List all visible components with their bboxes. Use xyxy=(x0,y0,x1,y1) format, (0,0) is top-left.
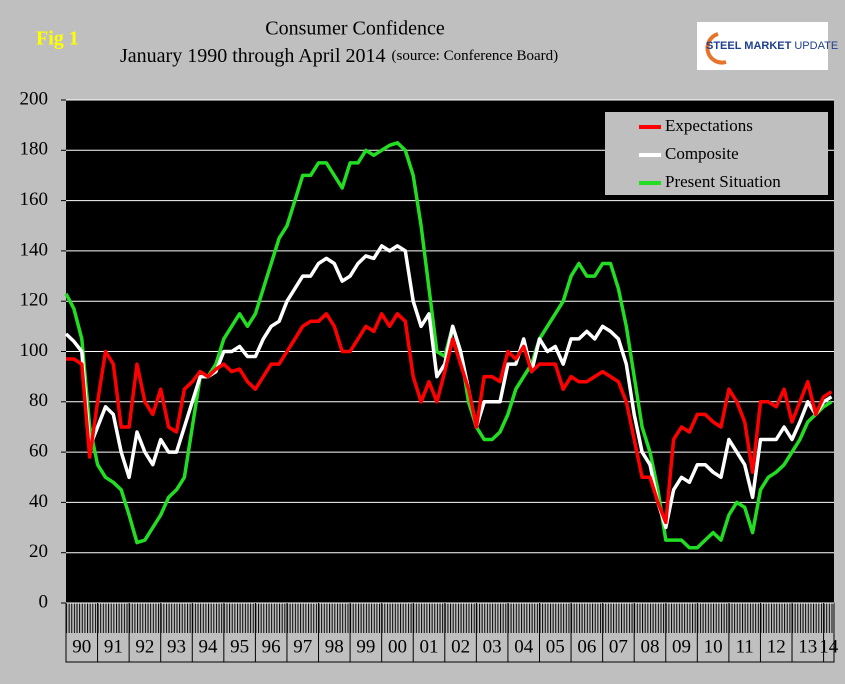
x-tick-label: 08 xyxy=(640,636,659,657)
x-tick-label: 98 xyxy=(325,636,344,657)
y-tick-label: 20 xyxy=(29,541,48,562)
y-tick-label: 40 xyxy=(29,491,48,512)
y-tick-label: 0 xyxy=(39,591,49,612)
logo-text: STEEL MARKET UPDATE xyxy=(706,40,838,52)
logo-light: UPDATE xyxy=(794,40,838,52)
chart-title: Consumer Confidence xyxy=(265,18,445,40)
x-tick-label: 90 xyxy=(72,636,91,657)
x-tick-label: 97 xyxy=(293,636,312,657)
x-tick-label: 11 xyxy=(736,636,754,657)
x-tick-label: 02 xyxy=(451,636,470,657)
y-tick-label: 60 xyxy=(29,440,48,461)
subtitle: January 1990 through April 2014 xyxy=(120,45,386,67)
x-tick-label: 92 xyxy=(135,636,154,657)
x-tick-label: 09 xyxy=(672,636,691,657)
y-tick-label: 200 xyxy=(20,88,49,109)
source: (source: Conference Board) xyxy=(392,48,559,64)
y-tick-label: 160 xyxy=(20,189,49,210)
logo-bold: STEEL MARKET xyxy=(706,40,792,52)
legend-label: Expectations xyxy=(665,116,753,135)
y-tick-label: 140 xyxy=(20,239,49,260)
y-tick-label: 100 xyxy=(20,340,49,361)
x-tick-label: 04 xyxy=(514,636,534,657)
logo-swoosh xyxy=(705,32,727,65)
series-line xyxy=(66,312,833,525)
x-tick-label: 95 xyxy=(230,636,249,657)
x-tick-label: 06 xyxy=(577,636,596,657)
x-tick-label: 03 xyxy=(483,636,502,657)
x-tick-label: 99 xyxy=(356,636,375,657)
x-tick-label: 00 xyxy=(388,636,407,657)
y-tick-label: 120 xyxy=(20,290,49,311)
x-tick-label: 91 xyxy=(104,636,123,657)
x-tick-label: 07 xyxy=(609,636,628,657)
x-tick-label: 93 xyxy=(167,636,186,657)
legend-label: Composite xyxy=(665,144,739,163)
x-minor-ticks xyxy=(66,603,834,633)
y-tick-label: 80 xyxy=(29,390,48,411)
chart-subtitle: January 1990 through April 2014 (source: … xyxy=(120,45,558,67)
x-tick-label: 96 xyxy=(262,636,281,657)
x-tick-label: 13 xyxy=(798,636,817,657)
x-tick-label: 94 xyxy=(199,636,219,657)
x-tick-label: 10 xyxy=(704,636,723,657)
x-tick-label: 14 xyxy=(819,636,839,657)
x-tick-label: 12 xyxy=(767,636,786,657)
y-tick-label: 180 xyxy=(20,139,49,160)
fig-label: Fig 1 xyxy=(36,28,79,50)
x-tick-label: 05 xyxy=(546,636,565,657)
x-tick-label: 01 xyxy=(420,636,439,657)
series-line xyxy=(64,244,833,530)
legend-label: Present Situation xyxy=(665,172,781,191)
